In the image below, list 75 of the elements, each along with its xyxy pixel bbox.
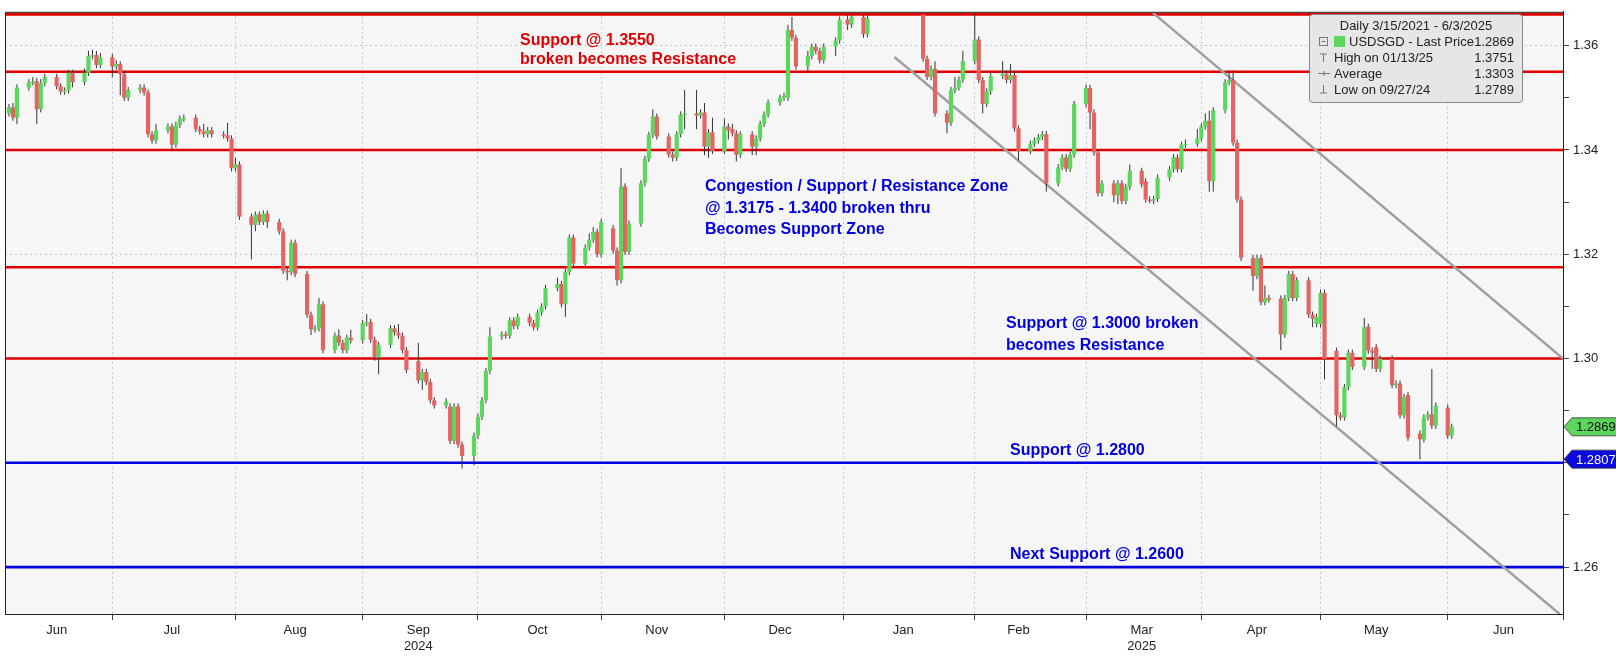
candlestick <box>1250 254 1256 292</box>
candlestick <box>249 213 254 260</box>
x-tick-label: Aug <box>283 622 307 638</box>
candlestick <box>6 103 12 118</box>
text: 1.2869 <box>1576 419 1616 435</box>
legend-title: Daily 3/15/2021 - 6/3/2025 <box>1338 17 1494 33</box>
x-tick-label: Jul <box>163 622 181 638</box>
x-tick-label: Nov <box>645 622 669 638</box>
candlestick <box>706 128 711 159</box>
candlestick <box>595 228 600 258</box>
candlestick <box>1254 254 1260 280</box>
candlestick <box>376 341 381 375</box>
annotation: 1.2869 <box>1474 34 1514 50</box>
candlestick <box>944 109 950 134</box>
candlestick <box>1294 276 1299 302</box>
candlestick <box>138 83 143 94</box>
y-tick-label: 1.30 <box>1573 350 1599 366</box>
candlestick <box>1111 179 1116 203</box>
candlestick <box>1262 285 1267 306</box>
candlestick <box>507 316 512 340</box>
y-tick-label: 1.34 <box>1573 141 1599 157</box>
candlestick <box>332 331 337 354</box>
candlestick <box>861 13 866 39</box>
candlestick <box>777 94 783 107</box>
y-tick-label: 1.26 <box>1573 558 1599 574</box>
candlestick <box>316 297 322 332</box>
ref-line-label: Next Support @ 1.2600 <box>1010 545 1184 563</box>
text: Low on 09/27/24 1.2789 <box>1334 82 1514 98</box>
candlestick <box>865 13 870 38</box>
candlestick <box>682 89 687 130</box>
legend-label: USDSGD - Last Price <box>1349 34 1474 50</box>
y-tick-label: 1.36 <box>1573 37 1599 53</box>
candlestick <box>169 122 175 151</box>
candlestick <box>583 243 588 268</box>
candlestick <box>710 117 715 155</box>
candlestick <box>738 130 743 159</box>
x-tick-label: Feb <box>1007 622 1030 638</box>
x-tick-label: Sep 2024 <box>403 622 433 653</box>
text: Average 1.3303 <box>1334 66 1514 82</box>
x-tick-label: Jun <box>1492 622 1514 638</box>
text: High on 01/13/25 1.3751 <box>1334 50 1514 66</box>
x-tick-label: Jan <box>892 622 914 638</box>
candlestick <box>1175 153 1180 173</box>
x-tick-label: Oct <box>527 622 549 638</box>
x-tick-label: May <box>1363 622 1389 638</box>
candlestick <box>118 60 123 96</box>
candlestick <box>837 15 842 45</box>
x-tick-label: Apr <box>1246 622 1268 638</box>
candlestick <box>1115 179 1120 205</box>
candlestick <box>972 13 977 65</box>
x-tick-label: Dec <box>768 622 793 638</box>
candlestick <box>694 89 699 130</box>
candlestick <box>1366 323 1371 355</box>
candlestick <box>1083 84 1089 108</box>
candlestick <box>654 112 659 141</box>
candlestick <box>1290 270 1295 302</box>
candlestick <box>666 132 671 159</box>
ref-line-label: Support @ 1.3550 broken becomes Resistance <box>520 30 737 67</box>
candlestick <box>750 130 755 156</box>
candlestick <box>1433 401 1438 430</box>
ref-line-label: Support @ 1.2800 <box>1010 440 1145 458</box>
y-tick-label: 1.32 <box>1573 245 1599 261</box>
annotation: Congestion / Support / Resistance Zone @ 1.3175 - 1.3400 broken thru Becomes Support Zone <box>705 177 1009 238</box>
candlestick <box>416 342 421 385</box>
annotation: Support @ 1.3000 broken becomes Resistance <box>1006 314 1199 353</box>
candlestick <box>1350 349 1355 371</box>
candlestick <box>1401 393 1407 419</box>
candlestick <box>153 123 159 145</box>
candlestick <box>1429 368 1434 430</box>
text: 1.2807 <box>1576 451 1616 467</box>
candlestick <box>1119 179 1124 205</box>
x-tick-label: Mar 2025 <box>1127 622 1157 653</box>
candlestick <box>559 280 564 308</box>
candlestick <box>1266 294 1271 304</box>
x-tick-label: Jun <box>46 622 68 638</box>
